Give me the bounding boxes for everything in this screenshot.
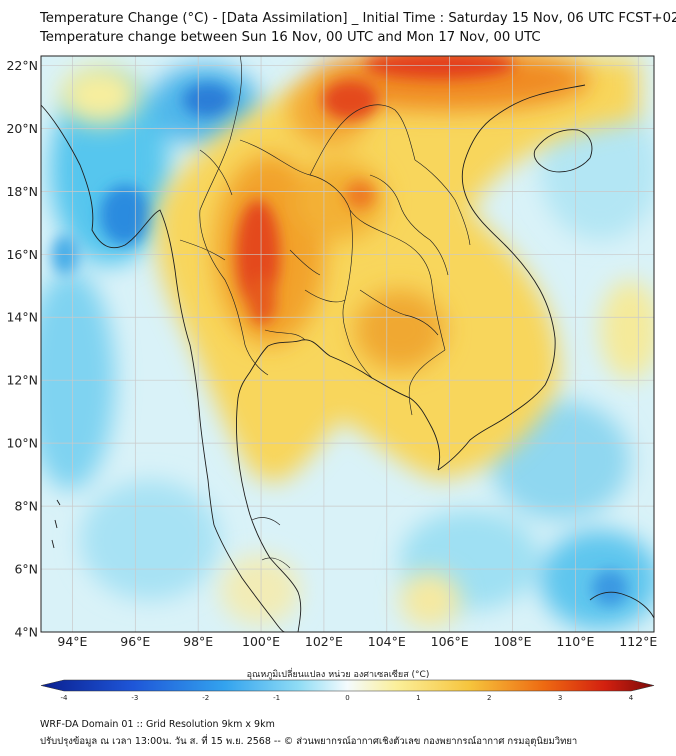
colorbar-tick-label: -4 xyxy=(61,694,69,702)
lat-label: 12°N xyxy=(6,373,38,388)
lon-label: 100°E xyxy=(242,634,280,649)
country-borders xyxy=(179,56,471,569)
andaman-islands xyxy=(51,499,61,549)
gridlines xyxy=(41,56,654,632)
vietnam-south-coast xyxy=(437,84,586,471)
lat-label: 6°N xyxy=(14,562,38,577)
lat-label: 14°N xyxy=(6,310,38,325)
colorbar-tick-label: 4 xyxy=(629,694,634,702)
colorbar-tick-label: 3 xyxy=(558,694,562,702)
colorbar-tick-label: 1 xyxy=(416,694,420,702)
chart-subtitle: Temperature change between Sun 16 Nov, 0… xyxy=(40,30,541,45)
footer-update-info: ปรับปรุงข้อมูล ณ เวลา 13:00น. วัน ส. ที่… xyxy=(40,736,578,747)
lon-label: 112°E xyxy=(619,634,657,649)
lat-label: 20°N xyxy=(6,121,38,136)
lat-label: 22°N xyxy=(6,58,38,73)
colorbar-tick-label: -3 xyxy=(131,694,138,702)
lat-label: 16°N xyxy=(6,247,38,262)
lon-label: 94°E xyxy=(57,634,87,649)
thai-peninsula-west xyxy=(213,524,286,632)
lon-label: 108°E xyxy=(494,634,532,649)
footer-model-info: WRF-DA Domain 01 :: Grid Resolution 9km … xyxy=(40,719,275,730)
cooling-areas xyxy=(41,65,654,630)
colorbar-ramp xyxy=(40,679,655,692)
lat-label: 8°N xyxy=(14,499,38,514)
longitude-labels: 94°E 96°E 98°E 100°E 102°E 104°E 106°E 108°E 110… xyxy=(57,634,657,649)
lon-label: 106°E xyxy=(431,634,469,649)
myanmar-coast xyxy=(41,104,215,526)
lon-label: 110°E xyxy=(556,634,594,649)
borneo-tip xyxy=(589,591,654,619)
lon-label: 104°E xyxy=(368,634,406,649)
colorbar: -4 -3 -2 -1 0 1 2 3 4 xyxy=(40,679,655,702)
coastlines xyxy=(41,84,654,632)
lon-label: 96°E xyxy=(120,634,150,649)
hainan xyxy=(533,129,593,173)
colorbar-ticks: -4 -3 -2 -1 0 1 2 3 4 xyxy=(61,694,634,702)
thai-peninsula-east xyxy=(236,345,302,632)
latitude-labels: 22°N 20°N 18°N 16°N 14°N 12°N 10°N 8°N 6°N 4°N xyxy=(6,58,38,640)
lat-label: 18°N xyxy=(6,184,38,199)
colorbar-tick-label: -2 xyxy=(202,694,209,702)
temperature-field xyxy=(41,56,654,632)
map-frame xyxy=(40,55,655,633)
colorbar-tick-label: 2 xyxy=(487,694,491,702)
lat-label: 4°N xyxy=(14,625,38,640)
colorbar-tick-label: 0 xyxy=(345,694,349,702)
lon-label: 98°E xyxy=(183,634,213,649)
colorbar-title: อุณหภูมิเปลี่ยนแปลง หน่วย องศาเซลเซียส (… xyxy=(246,670,430,680)
colorbar-tick-label: -1 xyxy=(273,694,280,702)
lat-label: 10°N xyxy=(6,436,38,451)
lon-label: 102°E xyxy=(305,634,343,649)
chart-title: Temperature Change (°C) - [Data Assimila… xyxy=(40,11,676,26)
